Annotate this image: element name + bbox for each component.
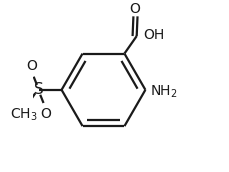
Text: S: S — [34, 82, 43, 97]
Text: O: O — [129, 2, 140, 15]
Text: CH$_3$: CH$_3$ — [10, 107, 38, 123]
Text: OH: OH — [143, 28, 164, 42]
Text: O: O — [26, 59, 36, 73]
Text: NH$_2$: NH$_2$ — [149, 83, 176, 100]
Text: O: O — [40, 107, 51, 121]
